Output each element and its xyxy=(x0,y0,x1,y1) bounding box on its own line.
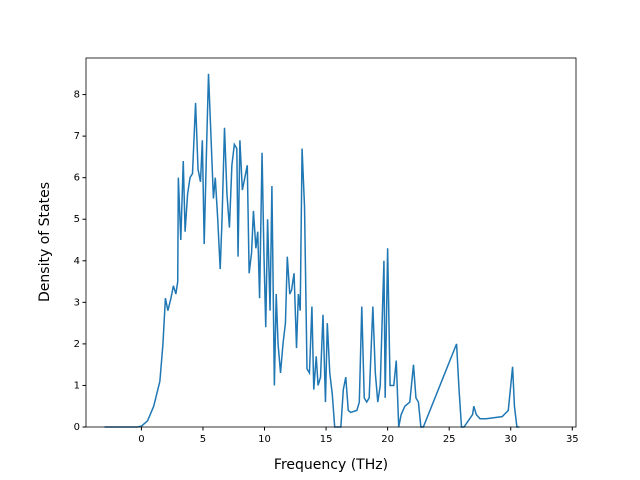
x-tick-label: 5 xyxy=(200,434,206,445)
x-tick-label: 20 xyxy=(381,434,394,445)
y-tick-label: 7 xyxy=(74,131,80,142)
y-tick-label: 3 xyxy=(74,297,80,308)
y-tick-label: 2 xyxy=(74,339,80,350)
x-tick-label: 10 xyxy=(258,434,271,445)
y-tick-label: 5 xyxy=(74,214,80,225)
y-axis-label: Density of States xyxy=(37,182,53,302)
x-tick-label: 15 xyxy=(320,434,333,445)
y-tick-label: 0 xyxy=(74,422,80,433)
y-tick-label: 1 xyxy=(74,380,80,391)
x-axis-label: Frequency (THz) xyxy=(274,457,388,473)
x-tick-label: 25 xyxy=(443,434,456,445)
dos-line xyxy=(104,73,520,428)
x-tick-label: 35 xyxy=(566,434,579,445)
y-tick-label: 6 xyxy=(74,173,80,184)
plot-frame xyxy=(85,57,577,428)
x-tick-label: 0 xyxy=(138,434,144,445)
x-tick-label: 30 xyxy=(504,434,517,445)
y-tick-label: 4 xyxy=(74,256,80,267)
y-tick-label: 8 xyxy=(74,90,80,101)
